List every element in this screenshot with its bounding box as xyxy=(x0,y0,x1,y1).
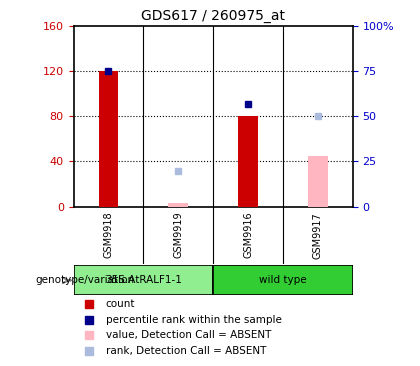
Text: genotype/variation: genotype/variation xyxy=(35,275,134,285)
Bar xyxy=(238,116,258,207)
Bar xyxy=(168,203,188,207)
Text: GSM9916: GSM9916 xyxy=(243,212,253,258)
Text: GSM9917: GSM9917 xyxy=(313,212,323,258)
Text: value, Detection Call = ABSENT: value, Detection Call = ABSENT xyxy=(106,330,271,340)
Text: rank, Detection Call = ABSENT: rank, Detection Call = ABSENT xyxy=(106,346,266,356)
Text: count: count xyxy=(106,299,135,309)
Bar xyxy=(99,71,118,207)
Bar xyxy=(74,265,213,295)
Text: percentile rank within the sample: percentile rank within the sample xyxy=(106,315,282,325)
Bar xyxy=(213,265,353,295)
Text: wild type: wild type xyxy=(259,275,307,285)
Bar xyxy=(308,156,328,207)
Title: GDS617 / 260975_at: GDS617 / 260975_at xyxy=(141,9,285,23)
Text: GSM9919: GSM9919 xyxy=(173,212,183,258)
Text: GSM9918: GSM9918 xyxy=(103,212,113,258)
Text: 35S.AtRALF1-1: 35S.AtRALF1-1 xyxy=(105,275,182,285)
